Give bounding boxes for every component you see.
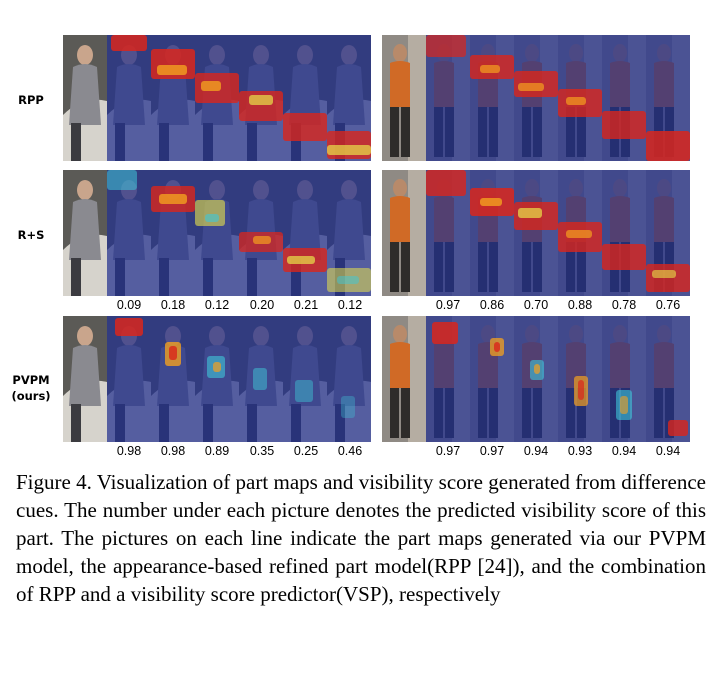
person-photo: [63, 316, 107, 442]
score-value: 0.25: [293, 444, 319, 458]
part-map: [558, 35, 602, 161]
score-value: 0.86: [479, 298, 505, 312]
row-label-pvpm: PVPM (ours): [0, 372, 62, 404]
part-map: [558, 316, 602, 442]
part-map: [151, 316, 195, 442]
score-value: 0.93: [567, 444, 593, 458]
part-map: [646, 316, 690, 442]
part-map: [602, 35, 646, 161]
score-value: 0.88: [567, 298, 593, 312]
part-map: [327, 170, 371, 296]
part-map: [558, 170, 602, 296]
part-map: [107, 316, 151, 442]
score-value: 0.94: [523, 444, 549, 458]
part-map: [470, 170, 514, 296]
score-value: 0.12: [337, 298, 363, 312]
score-value: 0.09: [116, 298, 142, 312]
score-value: 0.21: [293, 298, 319, 312]
score-value: 0.12: [204, 298, 230, 312]
part-map: [646, 35, 690, 161]
score-value: 0.70: [523, 298, 549, 312]
part-map: [602, 316, 646, 442]
score-value: 0.78: [611, 298, 637, 312]
row-label-rs: R+S: [17, 228, 45, 242]
score-value: 0.97: [435, 298, 461, 312]
row-label-rpp: RPP: [18, 93, 44, 107]
part-map: [514, 35, 558, 161]
score-value: 0.98: [116, 444, 142, 458]
score-value: 0.76: [655, 298, 681, 312]
person-photo: [382, 35, 426, 161]
part-map: [195, 35, 239, 161]
part-map: [283, 316, 327, 442]
part-map: [470, 316, 514, 442]
person-photo: [382, 170, 426, 296]
figure-caption: Figure 4. Visualization of part maps and…: [16, 470, 706, 606]
part-map: [426, 170, 470, 296]
part-map: [151, 35, 195, 161]
part-map: [239, 35, 283, 161]
score-row-rs-left: 0.09 0.18 0.12 0.20 0.21 0.12 0.97 0.86 …: [0, 298, 716, 314]
figure-4: RPP R+S PVPM (ours) 0.09 0.18 0.12 0.20 …: [0, 35, 716, 460]
score-value: 0.35: [249, 444, 275, 458]
score-value: 0.46: [337, 444, 363, 458]
part-map: [195, 170, 239, 296]
part-map: [151, 170, 195, 296]
part-map: [646, 170, 690, 296]
score-value: 0.94: [611, 444, 637, 458]
part-map: [327, 35, 371, 161]
part-map: [107, 170, 151, 296]
person-photo: [63, 170, 107, 296]
score-value: 0.18: [160, 298, 186, 312]
score-value: 0.97: [435, 444, 461, 458]
part-map: [195, 316, 239, 442]
row-label-pvpm-line2: (ours): [11, 389, 51, 403]
score-value: 0.97: [479, 444, 505, 458]
part-map: [602, 170, 646, 296]
part-map: [283, 35, 327, 161]
part-map: [107, 35, 151, 161]
score-value: 0.98: [160, 444, 186, 458]
person-photo: [382, 316, 426, 442]
part-map: [239, 170, 283, 296]
score-value: 0.89: [204, 444, 230, 458]
part-map: [239, 316, 283, 442]
part-map: [283, 170, 327, 296]
score-value: 0.20: [249, 298, 275, 312]
row-label-pvpm-line1: PVPM: [12, 373, 50, 387]
part-map: [514, 316, 558, 442]
part-map: [514, 170, 558, 296]
person-photo: [63, 35, 107, 161]
score-value: 0.94: [655, 444, 681, 458]
part-map: [327, 316, 371, 442]
part-map: [426, 35, 470, 161]
score-row-pvpm: 0.98 0.98 0.89 0.35 0.25 0.46 0.97 0.97 …: [0, 444, 716, 460]
part-map: [470, 35, 514, 161]
part-map: [426, 316, 470, 442]
